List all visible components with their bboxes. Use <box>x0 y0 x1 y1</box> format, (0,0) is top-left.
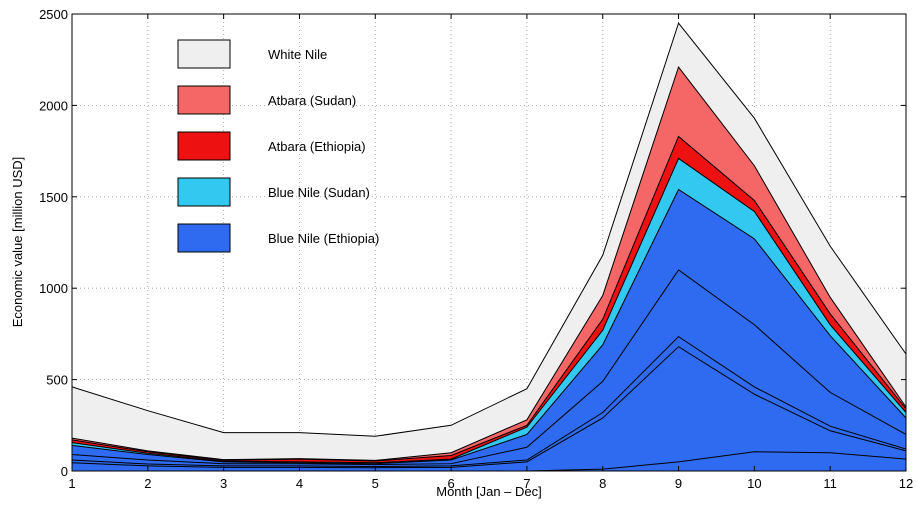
area-boundary-line <box>71 269 907 466</box>
y-tick-label: 500 <box>46 373 68 388</box>
plot-frame <box>71 13 907 472</box>
area-boundary-line <box>71 157 907 464</box>
legend-swatch-atbara-ethiopia <box>177 131 231 161</box>
x-tick-label: 9 <box>675 476 682 491</box>
area-boundary-line <box>71 22 907 437</box>
x-tick-label: 4 <box>296 476 303 491</box>
y-tick-label: 1000 <box>39 281 68 296</box>
x-tick-label: 12 <box>899 476 913 491</box>
y-tick-label: 2000 <box>39 98 68 113</box>
area-layer-blue-nile-ethiopia <box>72 451 906 471</box>
x-tick-label: 5 <box>372 476 379 491</box>
x-axis: 1 2 3 4 5 6 7 8 9 10 11 12 <box>68 14 913 491</box>
x-tick-label: 10 <box>747 476 761 491</box>
area-layers <box>72 23 906 471</box>
legend-label-blue-nile-ethiopia: Blue Nile (Ethiopia) <box>268 231 379 246</box>
y-axis: 0 500 1000 1500 2000 2500 <box>39 7 906 479</box>
area-boundary-line <box>71 335 907 468</box>
legend-swatch-blue-nile-ethiopia <box>177 223 231 253</box>
legend-label-white-nile: White Nile <box>268 47 327 62</box>
legend-label-atbara-ethiopia: Atbara (Ethiopia) <box>268 139 366 154</box>
area-layer-white-nile <box>72 23 906 461</box>
legend-label-blue-nile-sudan: Blue Nile (Sudan) <box>268 185 370 200</box>
x-tick-label: 8 <box>599 476 606 491</box>
y-tick-label: 0 <box>61 464 68 479</box>
area-boundary-line <box>71 135 907 462</box>
x-tick-label: 2 <box>144 476 151 491</box>
x-tick-label: 1 <box>68 476 75 491</box>
x-tick-label: 7 <box>523 476 530 491</box>
legend-label-atbara-sudan: Atbara (Sudan) <box>268 93 356 108</box>
y-tick-label: 2500 <box>39 7 68 22</box>
legend-swatch-atbara-sudan <box>177 85 231 115</box>
area-boundary-line <box>71 188 907 465</box>
area-layer-blue-nile-ethiopia <box>72 189 906 465</box>
x-tick-label: 3 <box>220 476 227 491</box>
x-tick-label: 6 <box>447 476 454 491</box>
y-axis-title: Economic value [million USD] <box>10 157 25 328</box>
area-boundary-line <box>71 65 907 461</box>
area-layer-blue-nile-ethiopia <box>72 346 906 471</box>
legend-swatch-blue-nile-sudan <box>177 177 231 207</box>
y-tick-label: 1500 <box>39 190 68 205</box>
area-layer-blue-nile-ethiopia <box>72 269 906 467</box>
x-tick-label: 11 <box>823 476 837 491</box>
legend: White Nile Atbara (Sudan) Atbara (Ethiopia… <box>177 39 379 253</box>
x-axis-title: Month [Jan – Dec] <box>436 484 542 499</box>
legend-swatch-white-nile <box>177 39 231 69</box>
area-boundary-line <box>71 346 907 469</box>
